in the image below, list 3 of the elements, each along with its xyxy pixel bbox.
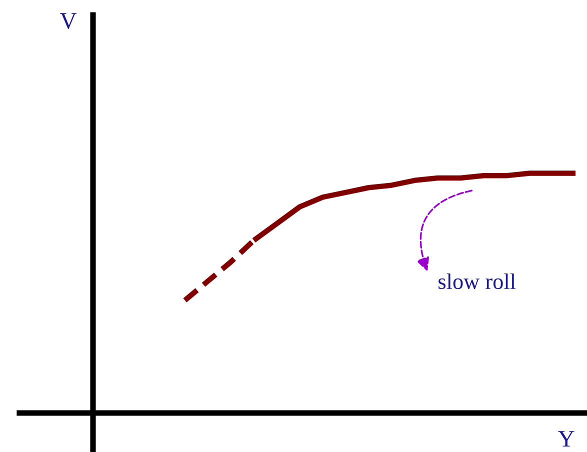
annotation: slow roll	[438, 273, 516, 290]
text: V	[60, 13, 77, 29]
x-axis-title: Y	[558, 431, 574, 447]
